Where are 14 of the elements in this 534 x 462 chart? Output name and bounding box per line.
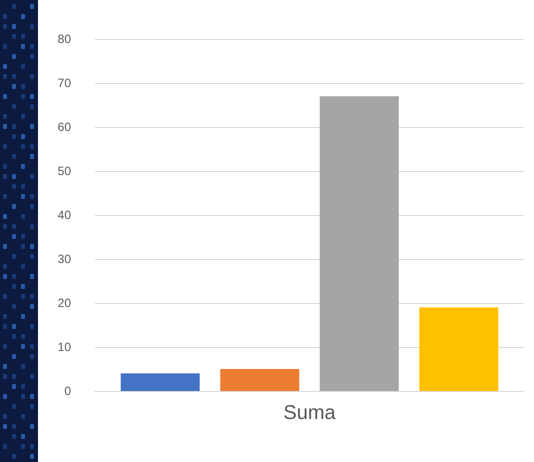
y-tick-label: 40 (58, 208, 72, 222)
y-tick-label: 50 (58, 164, 72, 178)
y-tick-label: 20 (58, 296, 72, 310)
y-tick-label: 10 (58, 340, 72, 354)
y-tick-label: 0 (64, 384, 72, 398)
y-tick-label: 80 (58, 32, 72, 46)
y-tick-label: 30 (58, 252, 72, 266)
bar (419, 307, 498, 391)
y-tick-label: 70 (58, 76, 72, 90)
bar (120, 373, 200, 391)
y-tick-label: 60 (58, 120, 72, 134)
bar (220, 369, 300, 391)
x-tick-label: Suma (283, 402, 336, 424)
bar (320, 96, 399, 391)
